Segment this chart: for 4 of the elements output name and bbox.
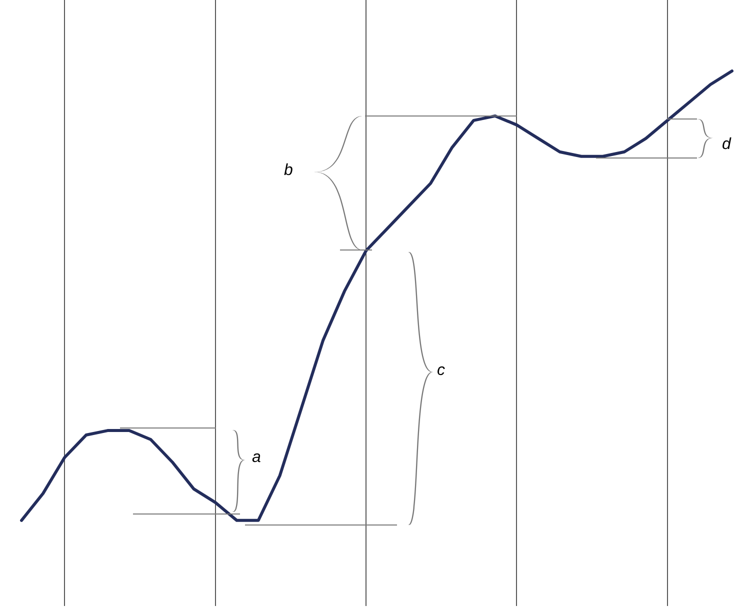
annotation: b xyxy=(284,162,293,180)
annotation: c xyxy=(437,362,445,380)
annotation: d xyxy=(722,136,731,154)
annotation: a xyxy=(252,449,261,467)
